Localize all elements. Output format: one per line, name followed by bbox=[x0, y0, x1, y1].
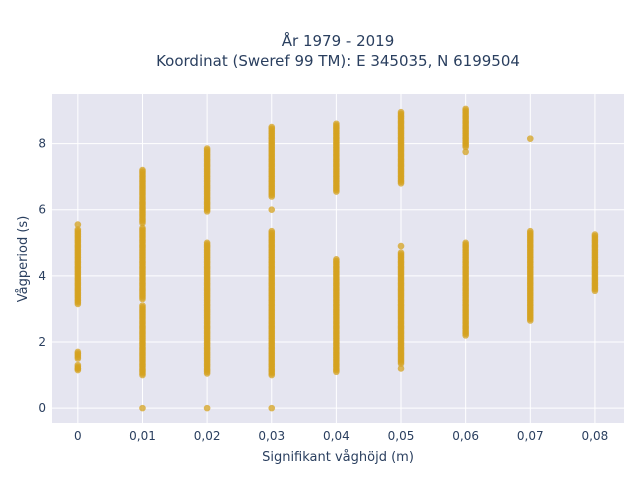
x-tick-label-0: 0 bbox=[74, 429, 82, 443]
x-axis-title: Signifikant våghöjd (m) bbox=[262, 450, 414, 465]
data-point bbox=[397, 242, 405, 250]
y-tick-label-2: 4 bbox=[38, 269, 46, 283]
x-tick-label-7: 0,07 bbox=[517, 429, 544, 443]
data-point bbox=[139, 404, 146, 412]
data-point bbox=[203, 404, 211, 412]
data-point bbox=[139, 166, 146, 174]
x-tick-label-5: 0,05 bbox=[388, 429, 415, 443]
chart-title-line-1: År 1979 - 2019 bbox=[282, 31, 395, 50]
x-tick-label-3: 0,03 bbox=[258, 429, 285, 443]
data-point bbox=[268, 404, 276, 412]
data-point bbox=[333, 120, 340, 128]
data-point bbox=[74, 365, 82, 372]
x-tick-label-8: 0,08 bbox=[582, 429, 609, 443]
chart-title-line-2: Koordinat (Sweref 99 TM): E 345035, N 61… bbox=[156, 52, 520, 70]
data-point bbox=[462, 239, 469, 247]
data-point bbox=[397, 249, 405, 257]
x-tick-label-1: 0,01 bbox=[129, 429, 156, 443]
data-point bbox=[139, 224, 146, 232]
data-point bbox=[526, 135, 534, 142]
data-point bbox=[397, 365, 405, 372]
data-point bbox=[74, 226, 82, 233]
data-point bbox=[591, 231, 599, 238]
x-tick-label-6: 0,06 bbox=[452, 429, 479, 443]
data-point bbox=[268, 123, 276, 131]
data-point bbox=[203, 239, 211, 247]
data-points bbox=[74, 105, 599, 412]
x-axis-ticks: 0 0,01 0,02 0,03 0,04 0,05 0,06 0,07 0,08 bbox=[74, 429, 608, 443]
x-tick-label-4: 0,04 bbox=[323, 429, 350, 443]
data-point bbox=[268, 227, 276, 235]
data-point bbox=[526, 227, 534, 235]
y-axis-ticks: 0 2 4 6 8 bbox=[38, 137, 46, 416]
data-point bbox=[268, 206, 276, 214]
data-point bbox=[74, 348, 82, 356]
y-tick-label-3: 6 bbox=[38, 203, 46, 217]
y-tick-label-0: 0 bbox=[38, 401, 46, 415]
data-point bbox=[397, 108, 405, 116]
data-point bbox=[462, 105, 469, 113]
data-point bbox=[462, 148, 469, 156]
y-tick-label-4: 8 bbox=[38, 137, 46, 151]
y-tick-label-1: 2 bbox=[38, 335, 46, 349]
data-point bbox=[74, 221, 82, 228]
y-axis-title: Vågperiod (s) bbox=[16, 216, 31, 303]
data-point bbox=[333, 256, 340, 263]
data-point bbox=[139, 302, 146, 309]
data-point bbox=[203, 145, 211, 152]
x-tick-label-2: 0,02 bbox=[194, 429, 221, 443]
